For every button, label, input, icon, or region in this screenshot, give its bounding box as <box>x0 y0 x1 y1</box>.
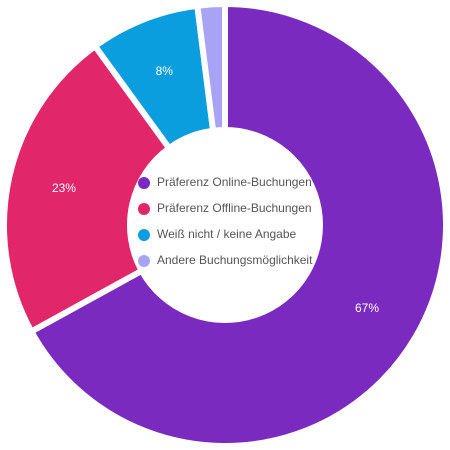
data-label: 67% <box>355 301 379 315</box>
legend-swatch <box>138 177 150 189</box>
legend-swatch <box>138 255 150 267</box>
legend-label: Präferenz Offline-Buchungen <box>157 201 312 215</box>
donut-segment <box>193 0 228 135</box>
legend-label: Weiß nicht / keine Angabe <box>157 227 297 241</box>
donut-segment <box>27 0 449 449</box>
legend-label: Andere Buchungsmöglichkeit <box>157 253 313 267</box>
legend-swatch <box>138 229 150 241</box>
legend-swatch <box>138 203 150 215</box>
legend-label: Präferenz Online-Buchungen <box>157 175 312 189</box>
donut-segment <box>1 42 174 336</box>
data-label: 23% <box>52 181 76 195</box>
data-label: 8% <box>156 64 174 78</box>
